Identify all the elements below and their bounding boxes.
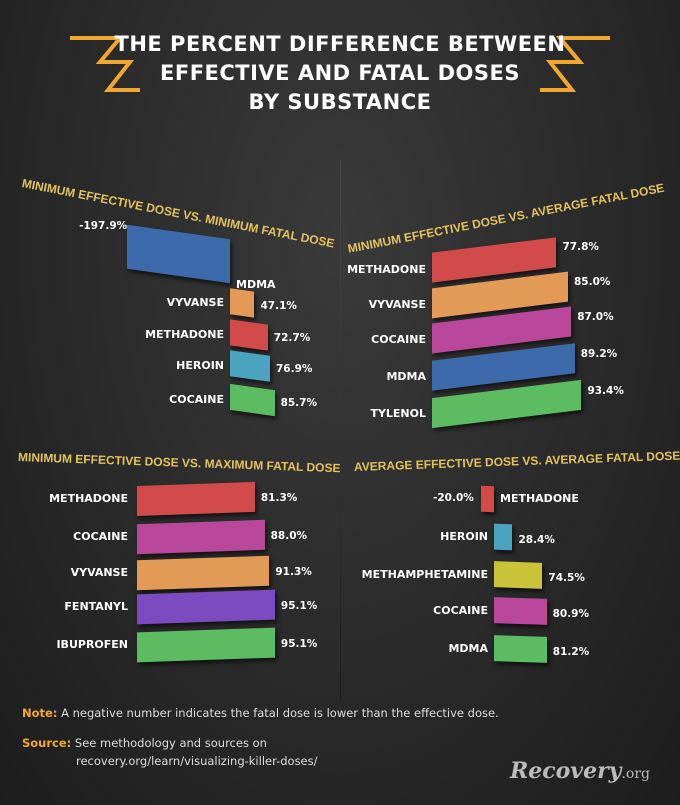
category-label: VYVANSE <box>70 566 128 579</box>
value-label: 88.0% <box>270 530 308 542</box>
value-label: 85.0% <box>574 276 611 288</box>
title-line: EFFECTIVE AND FATAL DOSES <box>160 61 520 85</box>
bar-cocaine <box>137 519 265 555</box>
category-label: COCAINE <box>169 393 224 406</box>
value-label: 81.3% <box>260 492 298 504</box>
value-label: 81.2% <box>552 646 590 658</box>
right-ribbon <box>540 36 610 92</box>
value-label: 85.7% <box>280 397 317 409</box>
value-label: 89.2% <box>580 348 618 360</box>
logo: Recovery.org <box>510 758 650 784</box>
source: Source: See methodology and sources on <box>22 736 267 750</box>
wall-corner <box>340 160 341 700</box>
value-label: 91.3% <box>275 566 312 578</box>
category-label: METHAMPHETAMINE <box>361 568 488 581</box>
title-line: BY SUBSTANCE <box>248 90 432 114</box>
logo-main: Recovery <box>509 758 622 784</box>
source-text: See methodology and sources on <box>74 736 267 750</box>
bar-methadone <box>230 319 268 351</box>
source-label: Source: <box>22 736 72 750</box>
value-label: 76.9% <box>275 363 313 375</box>
note-label: Note: <box>22 706 58 720</box>
bar-cocaine <box>230 383 275 417</box>
bar-heroin <box>230 350 270 382</box>
category-label: METHADONE <box>145 328 224 341</box>
category-label: HEROIN <box>176 359 224 372</box>
logo-suffix: .org <box>621 766 650 782</box>
category-label: METHADONE <box>500 492 579 505</box>
value-label: 72.7% <box>273 332 311 344</box>
value-label: 95.1% <box>280 638 318 650</box>
value-label: 93.4% <box>587 385 624 397</box>
ribbon-decoration <box>70 36 610 92</box>
bar-fentanyl <box>137 589 275 625</box>
category-label: VYVANSE <box>166 296 224 309</box>
category-label: MDMA <box>386 370 426 383</box>
note-text: A negative number indicates the fatal do… <box>61 706 499 720</box>
bar-ibuprofen <box>137 627 275 663</box>
category-label: FENTANYL <box>64 600 128 613</box>
left-ribbon <box>70 36 140 92</box>
bar-cocaine <box>494 597 547 625</box>
value-label: 47.1% <box>260 300 297 312</box>
category-label: COCAINE <box>433 604 488 617</box>
category-label: METHADONE <box>49 492 128 505</box>
bar-mdma <box>127 224 230 284</box>
bar-mdma <box>494 635 547 663</box>
value-label: 95.1% <box>280 600 318 612</box>
value-label: 77.8% <box>562 241 599 253</box>
category-label: IBUPROFEN <box>56 638 128 651</box>
bar-methadone <box>137 481 255 517</box>
category-label: MDMA <box>236 278 276 291</box>
bar-vyvanse <box>230 288 255 318</box>
value-label: -20.0% <box>433 492 474 504</box>
category-label: TYLENOL <box>370 407 426 420</box>
bar-methamphetamine <box>494 561 543 589</box>
bar-methadone <box>481 485 494 513</box>
category-label: METHADONE <box>347 263 426 276</box>
title-line: THE PERCENT DIFFERENCE BETWEEN <box>114 32 566 56</box>
category-label: MDMA <box>448 642 488 655</box>
bar-heroin <box>494 523 513 551</box>
category-label: COCAINE <box>73 530 128 543</box>
source-url[interactable]: recovery.org/learn/visualizing-killer-do… <box>76 754 318 768</box>
page-title: THE PERCENT DIFFERENCE BETWEEN EFFECTIVE… <box>0 30 680 117</box>
value-label: 28.4% <box>518 534 555 546</box>
bar-vyvanse <box>137 555 270 591</box>
category-label: HEROIN <box>440 530 488 543</box>
value-label: 74.5% <box>548 572 585 584</box>
value-label: 80.9% <box>552 608 590 620</box>
note: Note: A negative number indicates the fa… <box>22 706 499 720</box>
value-label: 87.0% <box>577 311 614 323</box>
value-label: -197.9% <box>79 220 128 232</box>
category-label: VYVANSE <box>368 298 426 311</box>
category-label: COCAINE <box>371 333 426 346</box>
